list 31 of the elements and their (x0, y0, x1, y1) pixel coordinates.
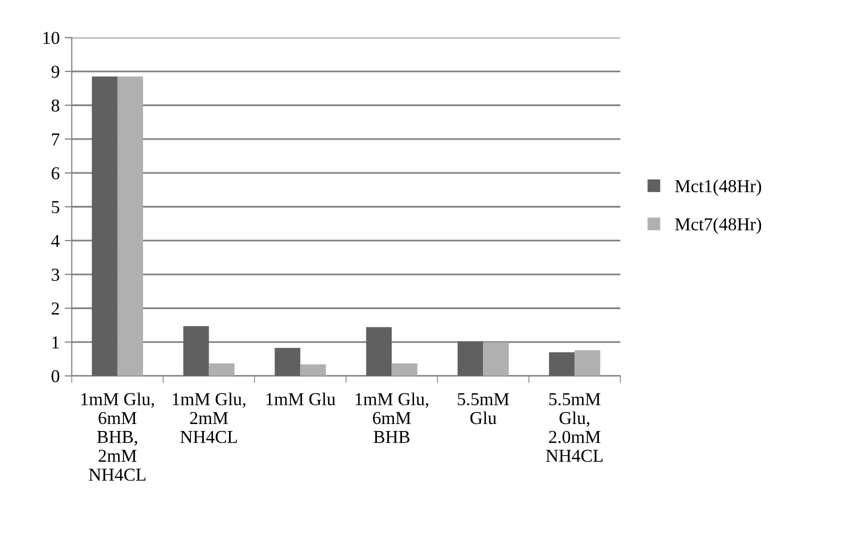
legend-label: Mct7(48Hr) (675, 218, 762, 234)
bar (300, 364, 326, 376)
bar (92, 76, 118, 376)
bar (549, 352, 575, 376)
y-tick-label: 10 (43, 32, 60, 44)
bar (208, 363, 234, 376)
y-tick-label: 9 (51, 66, 60, 78)
y-tick-label: 2 (52, 302, 59, 314)
y-tick-label: 7 (52, 134, 60, 146)
y-tick-label: 4 (51, 234, 60, 247)
legend-label: Mct1(48Hr) (675, 180, 762, 196)
bar (183, 326, 209, 376)
bar (117, 76, 144, 376)
y-tick-label: 1 (52, 336, 59, 348)
y-tick-label: 6 (52, 167, 60, 180)
x-tick-label: 1mM Glu, 2mM NH4CL (172, 392, 246, 444)
bar (458, 341, 484, 376)
bar (366, 327, 392, 376)
bar (392, 363, 418, 376)
x-tick-label: 1mM Glu (266, 392, 336, 406)
x-tick-label: 5.5mM Glu (458, 393, 509, 424)
y-tick-label: 8 (52, 100, 60, 112)
bar (483, 342, 509, 376)
x-tick-label: 1mM Glu, 6mM BHB (356, 392, 428, 443)
y-tick-label: 0 (52, 370, 60, 382)
bar (574, 350, 600, 376)
y-tick-label: 3 (52, 268, 60, 281)
y-tick-label: 5 (52, 201, 60, 214)
x-tick-label: 5.5mM Glu, 2.0mM NH4CL (546, 393, 603, 462)
x-tick-label: 1mM Glu, 6mM BHB, 2mM NH4CL (81, 392, 154, 481)
bar (274, 348, 300, 376)
